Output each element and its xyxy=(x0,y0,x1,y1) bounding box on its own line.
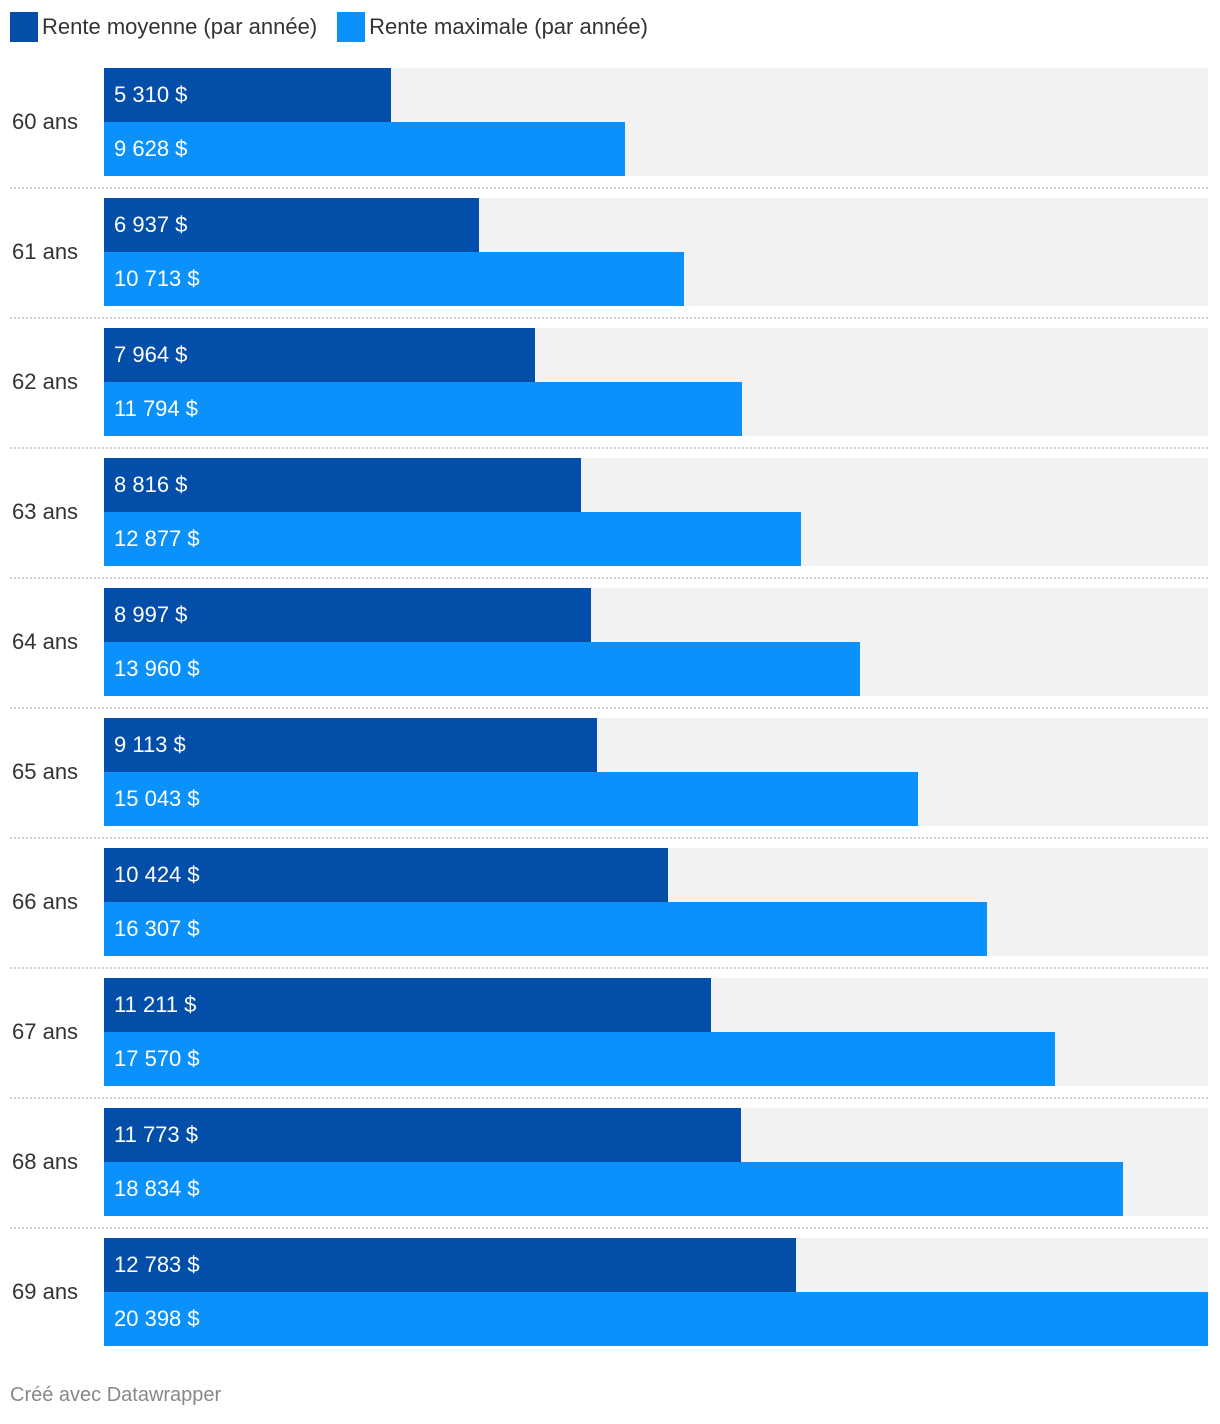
bar-value-label: 13 960 $ xyxy=(114,656,200,681)
bar-track: 12 783 $ 20 398 $ xyxy=(104,1238,1208,1346)
bar-maximum: 13 960 $ xyxy=(104,642,860,696)
bar-average: 7 964 $ xyxy=(104,328,535,382)
chart-row: 61 ans 6 937 $ 10 713 $ xyxy=(10,198,1208,319)
bar-average: 8 997 $ xyxy=(104,588,591,642)
row-divider xyxy=(10,1227,1208,1229)
bar-average: 12 783 $ xyxy=(104,1238,796,1292)
bar-track: 11 211 $ 17 570 $ xyxy=(104,978,1208,1086)
bar-average: 8 816 $ xyxy=(104,458,581,512)
legend-label-average: Rente moyenne (par année) xyxy=(42,14,318,39)
chart-row: 60 ans 5 310 $ 9 628 $ xyxy=(10,68,1208,189)
bar-value-label: 11 211 $ xyxy=(114,992,197,1017)
row-divider xyxy=(10,187,1208,189)
category-label: 65 ans xyxy=(12,759,79,784)
bar-average: 5 310 $ xyxy=(104,68,391,122)
bar-maximum: 20 398 $ xyxy=(104,1292,1208,1346)
legend-item-maximum: Rente maximale (par année) xyxy=(337,12,648,42)
bar-average: 6 937 $ xyxy=(104,198,479,252)
bar-value-label: 9 113 $ xyxy=(114,732,186,757)
chart-row: 62 ans 7 964 $ 11 794 $ xyxy=(10,328,1208,449)
category-label: 63 ans xyxy=(12,499,79,524)
category-label: 61 ans xyxy=(12,239,79,264)
bar-track: 5 310 $ 9 628 $ xyxy=(104,68,1208,176)
row-divider xyxy=(10,707,1208,709)
bar-maximum: 11 794 $ xyxy=(104,382,742,436)
bar-value-label: 11 773 $ xyxy=(114,1122,199,1147)
bar-value-label: 15 043 $ xyxy=(114,786,200,811)
bar-value-label: 20 398 $ xyxy=(114,1306,200,1331)
row-divider xyxy=(10,1097,1208,1099)
bar-track: 7 964 $ 11 794 $ xyxy=(104,328,1208,436)
row-divider xyxy=(10,967,1208,969)
category-label: 67 ans xyxy=(12,1019,79,1044)
bar-value-label: 6 937 $ xyxy=(114,212,188,237)
bar-value-label: 17 570 $ xyxy=(114,1046,200,1071)
chart-legend: Rente moyenne (par année) Rente maximale… xyxy=(10,10,648,44)
bar-track: 9 113 $ 15 043 $ xyxy=(104,718,1208,826)
bar-average: 10 424 $ xyxy=(104,848,668,902)
bar-track: 8 816 $ 12 877 $ xyxy=(104,458,1208,566)
credit-footer: Créé avec Datawrapper xyxy=(10,1384,222,1406)
chart-row: 69 ans 12 783 $ 20 398 $ xyxy=(10,1238,1208,1346)
bar-maximum: 12 877 $ xyxy=(104,512,801,566)
bar-average: 9 113 $ xyxy=(104,718,597,772)
bar-value-label: 8 997 $ xyxy=(114,602,188,627)
chart-row: 66 ans 10 424 $ 16 307 $ xyxy=(10,848,1208,969)
bar-value-label: 12 877 $ xyxy=(114,526,200,551)
category-label: 69 ans xyxy=(12,1279,79,1304)
bar-track: 10 424 $ 16 307 $ xyxy=(104,848,1208,956)
row-divider xyxy=(10,317,1208,319)
bar-value-label: 5 310 $ xyxy=(114,82,188,107)
chart-row: 67 ans 11 211 $ 17 570 $ xyxy=(10,978,1208,1099)
chart-row: 65 ans 9 113 $ 15 043 $ xyxy=(10,718,1208,839)
bar-value-label: 7 964 $ xyxy=(114,342,188,367)
row-divider xyxy=(10,577,1208,579)
legend-label-maximum: Rente maximale (par année) xyxy=(369,14,648,39)
legend-swatch-average xyxy=(10,12,38,42)
chart-row: 68 ans 11 773 $ 18 834 $ xyxy=(10,1108,1208,1229)
bar-track: 11 773 $ 18 834 $ xyxy=(104,1108,1208,1216)
category-label: 60 ans xyxy=(12,109,79,134)
legend-item-average: Rente moyenne (par année) xyxy=(10,12,317,42)
row-divider xyxy=(10,447,1208,449)
bar-maximum: 10 713 $ xyxy=(104,252,684,306)
bar-value-label: 9 628 $ xyxy=(114,136,188,161)
bar-value-label: 10 424 $ xyxy=(114,862,200,887)
category-label: 68 ans xyxy=(12,1149,79,1174)
bar-maximum: 15 043 $ xyxy=(104,772,918,826)
bar-maximum: 18 834 $ xyxy=(104,1162,1123,1216)
bar-average: 11 773 $ xyxy=(104,1108,741,1162)
legend-swatch-maximum xyxy=(337,12,366,42)
row-divider xyxy=(10,837,1208,839)
bar-maximum: 9 628 $ xyxy=(104,122,625,176)
category-label: 62 ans xyxy=(12,369,79,394)
bar-average: 11 211 $ xyxy=(104,978,711,1032)
bar-chart: 60 ans 5 310 $ 9 628 $ 61 ans 6 937 $ 10 713 … xyxy=(10,68,1208,1346)
bar-maximum: 16 307 $ xyxy=(104,902,987,956)
bar-value-label: 11 794 $ xyxy=(114,396,199,421)
bar-maximum: 17 570 $ xyxy=(104,1032,1055,1086)
bar-value-label: 8 816 $ xyxy=(114,472,188,497)
bar-value-label: 10 713 $ xyxy=(114,266,200,291)
bar-track: 8 997 $ 13 960 $ xyxy=(104,588,1208,696)
category-label: 66 ans xyxy=(12,889,79,914)
chart-row: 63 ans 8 816 $ 12 877 $ xyxy=(10,458,1208,579)
bar-value-label: 18 834 $ xyxy=(114,1176,200,1201)
bar-track: 6 937 $ 10 713 $ xyxy=(104,198,1208,306)
bar-value-label: 16 307 $ xyxy=(114,916,200,941)
chart-row: 64 ans 8 997 $ 13 960 $ xyxy=(10,588,1208,709)
category-label: 64 ans xyxy=(12,629,79,654)
bar-value-label: 12 783 $ xyxy=(114,1252,200,1277)
